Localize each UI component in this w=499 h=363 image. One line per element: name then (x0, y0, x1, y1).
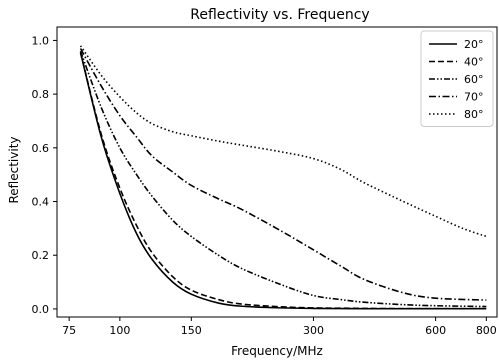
legend-label-4: 70° (464, 91, 484, 104)
x-tick-label: 150 (181, 324, 202, 337)
series-layer (79, 45, 487, 310)
ticks-layer: 75 100 150 300 600 800 0.0 0.2 0.4 0.6 0.8 1.0 (32, 34, 497, 337)
plot-frame (56, 26, 498, 318)
x-tick-label: 600 (425, 324, 446, 337)
series-line-2 (79, 52, 487, 310)
legend-label-2: 40° (464, 56, 484, 69)
y-axis-label: Reflectivity (7, 136, 21, 203)
x-tick-label: 800 (476, 324, 497, 337)
series-line-5 (79, 45, 487, 238)
legend-label-1: 20° (464, 38, 484, 51)
x-tick-label: 100 (109, 324, 130, 337)
y-tick-label: 0.2 (32, 249, 50, 262)
y-tick-label: 1.0 (32, 34, 50, 47)
y-tick-label: 0.6 (32, 142, 50, 155)
x-tick-label: 75 (62, 324, 76, 337)
chart-title: Reflectivity vs. Frequency (190, 7, 369, 23)
y-tick-label: 0.0 (32, 303, 50, 316)
y-tick-label: 0.4 (32, 196, 50, 209)
x-tick-label: 300 (303, 324, 324, 337)
legend-label-5: 80° (464, 108, 484, 121)
x-axis-label: Frequency/MHz (231, 344, 323, 358)
series-line-3 (79, 50, 487, 308)
legend: 20° 40° 60° 70° 80° (420, 30, 494, 127)
y-tick-label: 0.8 (32, 88, 50, 101)
legend-label-3: 60° (464, 73, 484, 86)
series-line-4 (79, 48, 487, 301)
